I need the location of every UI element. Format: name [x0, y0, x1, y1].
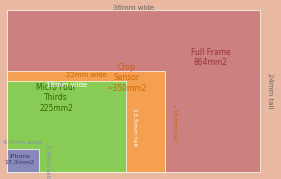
Text: 36mm wide: 36mm wide: [113, 5, 154, 11]
Text: 18mm wide: 18mm wide: [46, 82, 87, 88]
Text: 4.5mm wide: 4.5mm wide: [3, 140, 42, 145]
Text: 13.5mm tall: 13.5mm tall: [132, 108, 137, 146]
Text: 24mm tall: 24mm tall: [268, 73, 273, 109]
Text: Micro Four
Thirds
225mm2: Micro Four Thirds 225mm2: [36, 83, 76, 113]
Text: Crop
Sensor
~350mm2: Crop Sensor ~350mm2: [106, 63, 147, 93]
Text: ~15mm tall: ~15mm tall: [172, 103, 177, 140]
Bar: [7, 71, 165, 172]
Text: 3.4mm tall: 3.4mm tall: [45, 144, 50, 178]
Text: Full Frame
864mm2: Full Frame 864mm2: [191, 48, 231, 67]
Text: 22mm wide: 22mm wide: [66, 72, 106, 78]
Bar: [7, 81, 126, 172]
Bar: [7, 149, 39, 172]
Text: iPhone
17.3mm2: iPhone 17.3mm2: [4, 154, 35, 165]
